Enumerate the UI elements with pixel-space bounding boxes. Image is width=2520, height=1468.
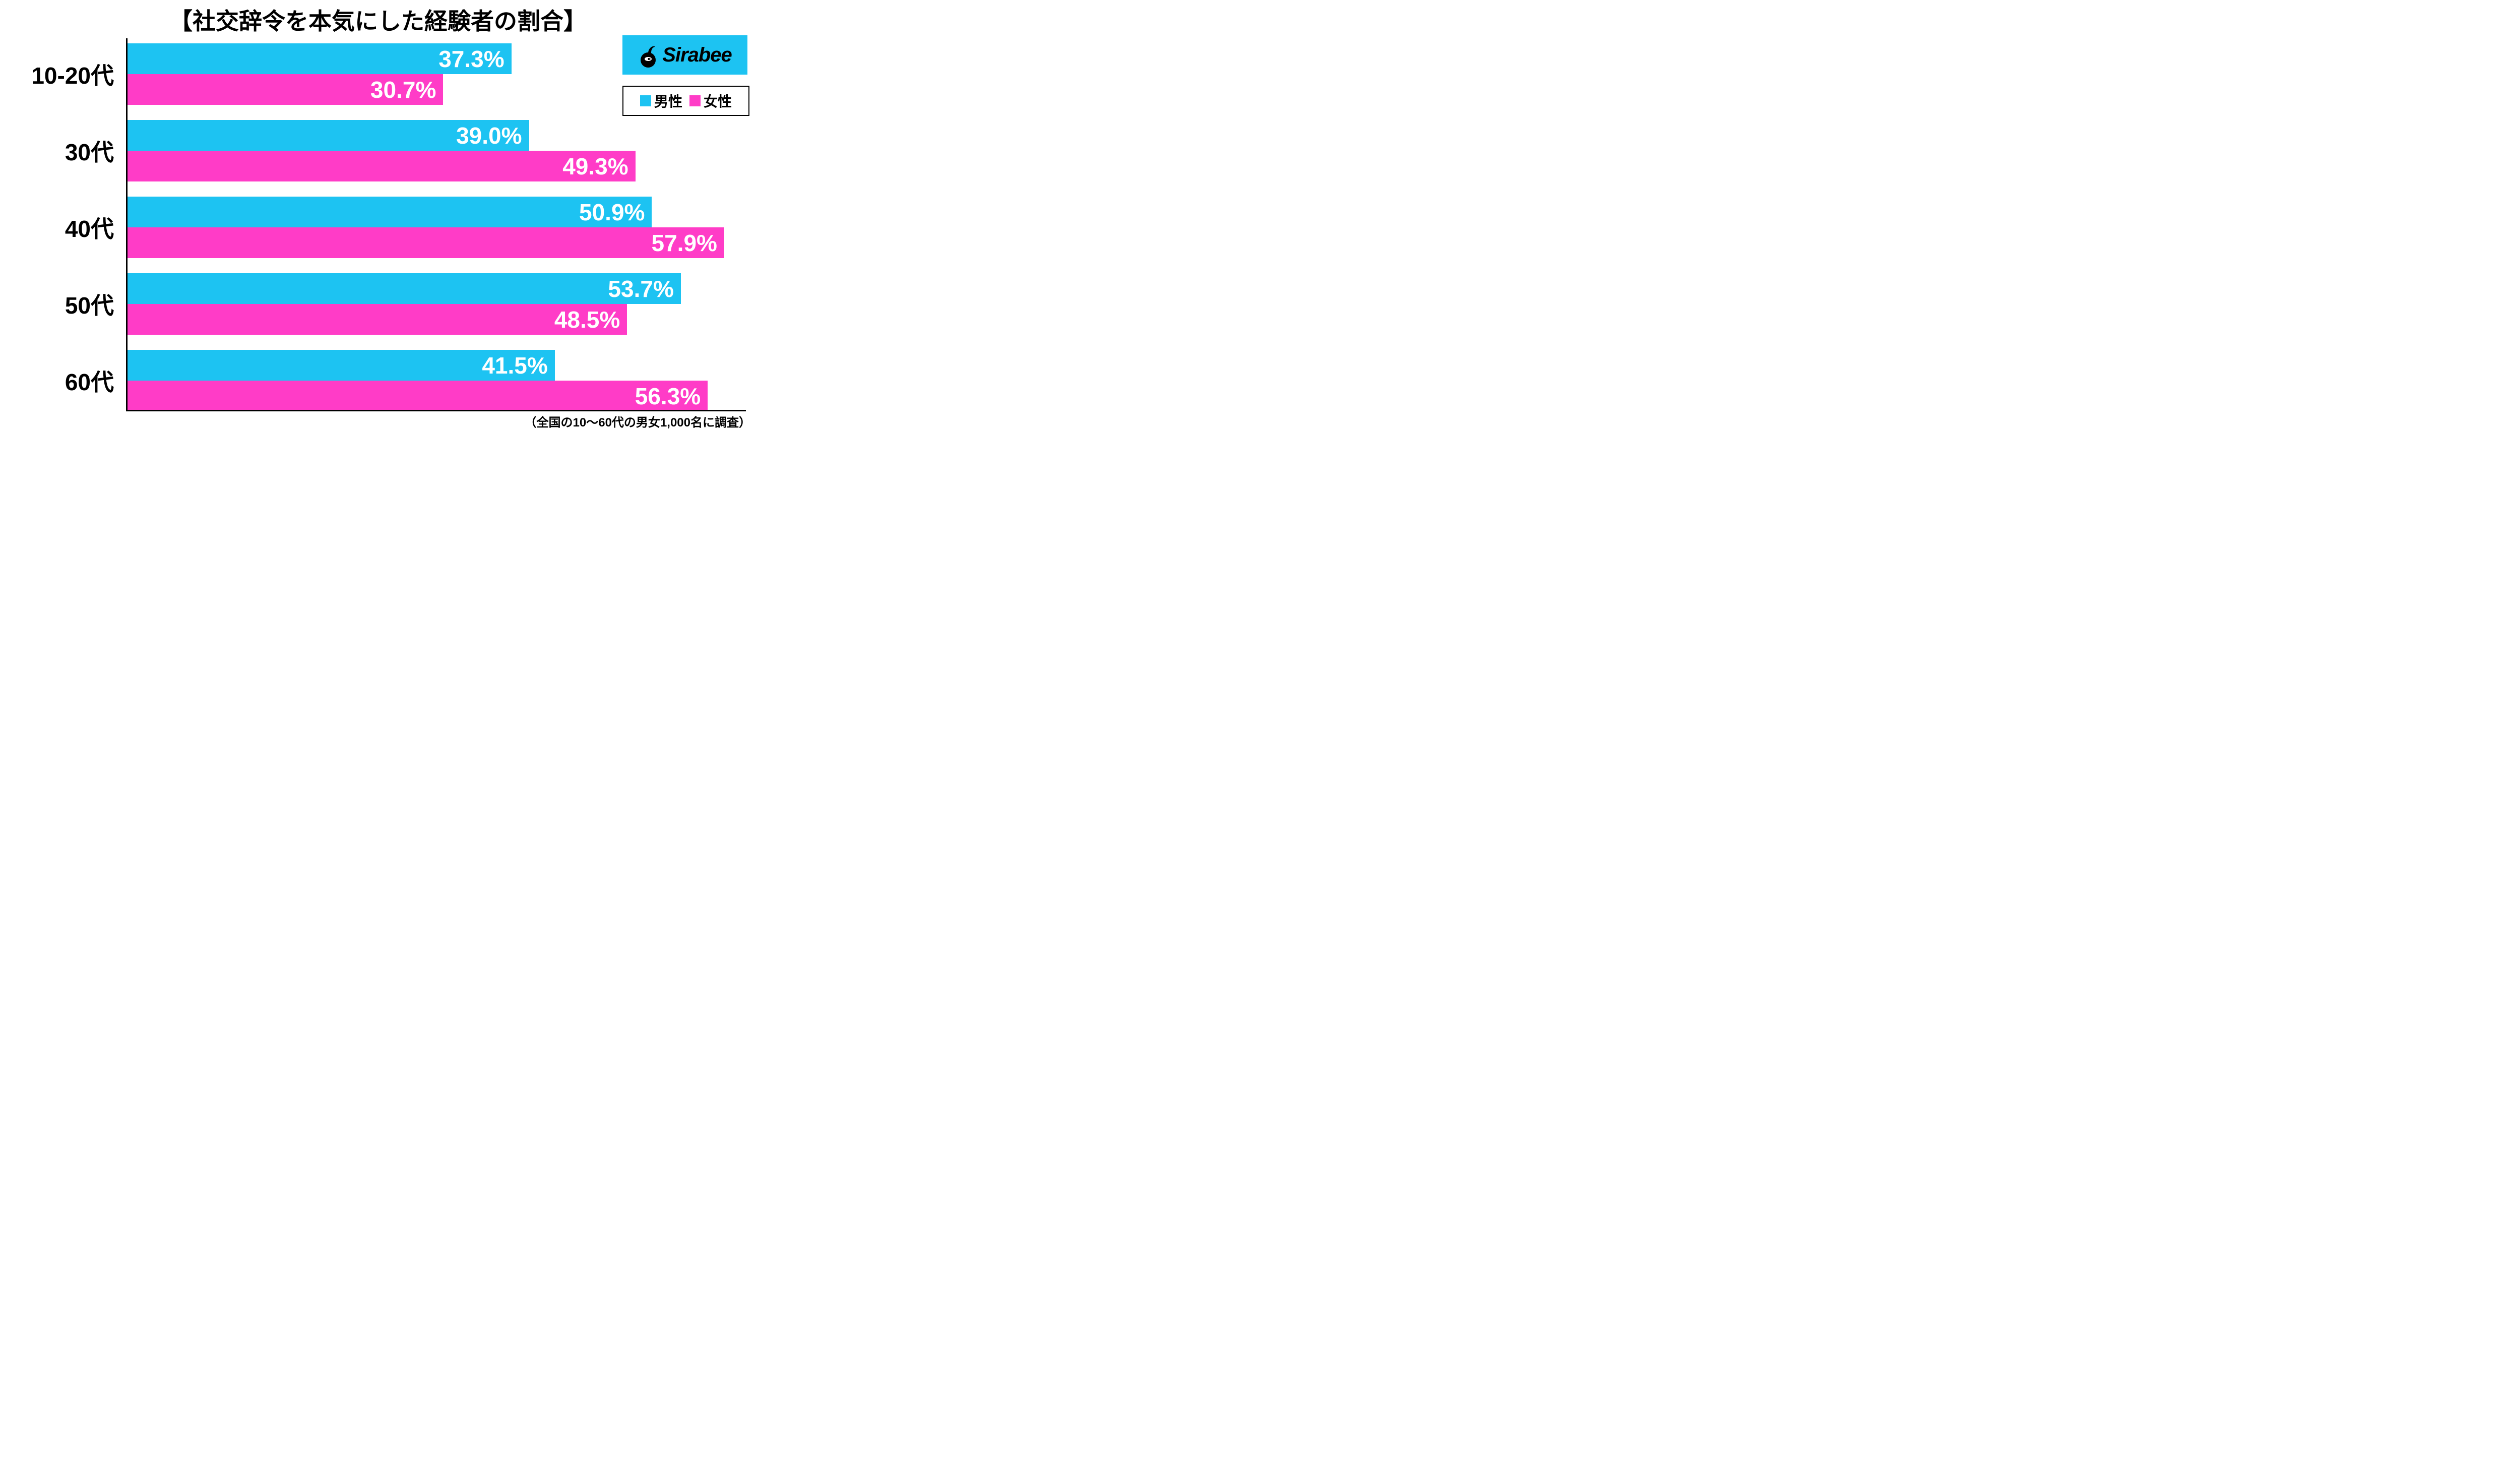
bars-col: 50.9%57.9%	[126, 197, 756, 258]
sirabee-logo-icon	[638, 42, 658, 68]
category-row: 50代53.7%48.5%	[0, 273, 756, 335]
bar-value-label: 37.3	[438, 45, 484, 73]
category-label: 40代	[0, 211, 126, 244]
bar-female: 56.3%	[126, 381, 708, 411]
bar-female: 30.7%	[126, 74, 443, 105]
bar-value-label: 48.5	[554, 306, 600, 333]
footnote: （全国の10〜60代の男女1,000名に調査）	[0, 411, 756, 430]
bar-female: 48.5%	[126, 304, 627, 335]
chart-container: 【社交辞令を本気にした経験者の割合】10-20代37.3%30.7%30代39.…	[0, 0, 756, 430]
bar-value-suffix: %	[415, 76, 436, 103]
bar-value-suffix: %	[484, 45, 505, 73]
bars-col: 41.5%56.3%	[126, 350, 756, 411]
bar-group: 39.0%49.3%	[126, 120, 756, 181]
bar-female: 57.9%	[126, 227, 724, 258]
bar-value-label: 56.3	[635, 383, 680, 410]
bar-value-label: 30.7	[370, 76, 416, 103]
bar-value-label: 39.0	[456, 122, 501, 149]
bar-value-label: 53.7	[608, 275, 653, 302]
bars-col: 53.7%48.5%	[126, 273, 756, 335]
bar-male: 53.7%	[126, 273, 681, 304]
legend-swatch	[689, 95, 701, 106]
bar-male: 41.5%	[126, 350, 555, 381]
bar-value-suffix: %	[680, 383, 701, 410]
bar-group: 53.7%48.5%	[126, 273, 756, 335]
bar-value-label: 57.9	[652, 229, 697, 257]
bar-value-suffix: %	[527, 352, 548, 379]
category-label: 50代	[0, 287, 126, 321]
legend-swatch	[640, 95, 651, 106]
legend-label: 男性	[654, 91, 682, 111]
bar-value-suffix: %	[608, 153, 628, 180]
bar-male: 37.3%	[126, 43, 512, 74]
bar-value-suffix: %	[653, 275, 674, 302]
category-label: 10-20代	[0, 57, 126, 91]
bars-col: 39.0%49.3%	[126, 120, 756, 181]
bar-value-label: 41.5	[482, 352, 527, 379]
bar-group: 50.9%57.9%	[126, 197, 756, 258]
bar-group: 41.5%56.3%	[126, 350, 756, 411]
bar-value-suffix: %	[697, 229, 717, 257]
legend-label: 女性	[704, 91, 732, 111]
category-row: 40代50.9%57.9%	[0, 197, 756, 258]
legend-item: 男性	[640, 91, 682, 111]
category-row: 30代39.0%49.3%	[0, 120, 756, 181]
bar-value-label: 49.3	[562, 153, 608, 180]
bar-female: 49.3%	[126, 151, 636, 181]
brand-badge: Sirabee	[622, 35, 747, 75]
bar-male: 50.9%	[126, 197, 652, 227]
legend-item: 女性	[689, 91, 732, 111]
category-row: 60代41.5%56.3%	[0, 350, 756, 411]
chart-title: 【社交辞令を本気にした経験者の割合】	[0, 0, 756, 38]
brand-text: Sirabee	[662, 44, 732, 67]
bar-value-suffix: %	[501, 122, 522, 149]
bar-value-suffix: %	[599, 306, 620, 333]
category-label: 30代	[0, 134, 126, 167]
bar-male: 39.0%	[126, 120, 529, 151]
bar-value-suffix: %	[624, 199, 645, 226]
legend: 男性 女性	[622, 86, 749, 116]
bar-value-label: 50.9	[579, 199, 624, 226]
category-label: 60代	[0, 364, 126, 397]
